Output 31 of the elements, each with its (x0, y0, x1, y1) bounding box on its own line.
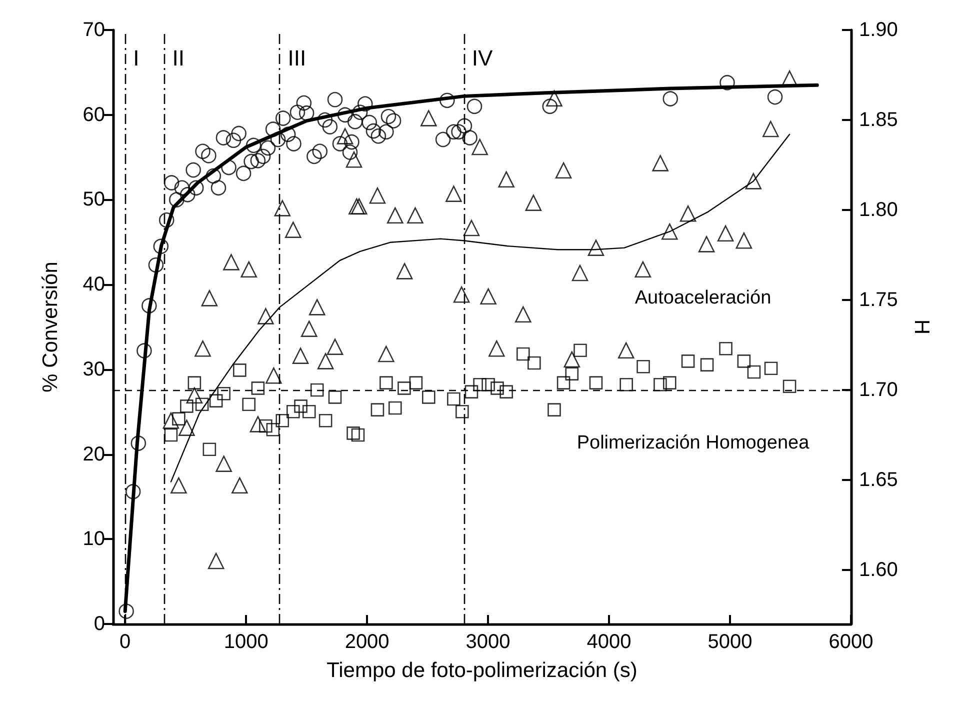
y2-tick-label: 1.60 (859, 559, 898, 581)
y-tick-label: 50 (82, 188, 105, 211)
y-axis-title: % Conversión (39, 262, 62, 392)
y2-tick-label: 1.65 (859, 469, 898, 491)
y-tick-label: 20 (82, 443, 105, 466)
y-tick-label: 40 (82, 274, 105, 296)
x-tick-label: 5000 (708, 631, 752, 653)
y2-tick-label: 1.90 (859, 19, 898, 41)
x-tick-label: 4000 (586, 631, 632, 653)
y2-tick-label: 1.70 (859, 379, 898, 401)
x-tick-label: 2000 (344, 631, 390, 653)
ref-line-label: I (133, 46, 140, 70)
y-tick-label: 30 (82, 358, 105, 380)
ref-line-label: III (288, 46, 306, 70)
y-tick-label: 0 (94, 613, 105, 635)
annotation: Autoaceleración (634, 288, 772, 308)
y-tick-label: 60 (82, 104, 105, 126)
x-tick-label: 0 (120, 631, 131, 653)
y-tick-label: 70 (82, 19, 105, 41)
x-tick-label: 1000 (224, 631, 268, 653)
y2-tick-label: 1.80 (859, 199, 898, 221)
y2-tick-label: 1.75 (859, 289, 898, 311)
annotation: Polimerización Homogenea (576, 432, 810, 454)
x-tick-label: 6000 (828, 631, 874, 653)
y2-tick-label: 1.85 (859, 109, 898, 131)
y-tick-label: 10 (82, 528, 105, 550)
ref-line-label: II (172, 46, 185, 70)
x-axis-title: Tiempo de foto-polimerización (s) (326, 659, 638, 682)
x-tick-label: 3000 (466, 631, 510, 653)
ref-line-label: IV (472, 46, 493, 70)
y2-axis-title: H (910, 319, 933, 335)
